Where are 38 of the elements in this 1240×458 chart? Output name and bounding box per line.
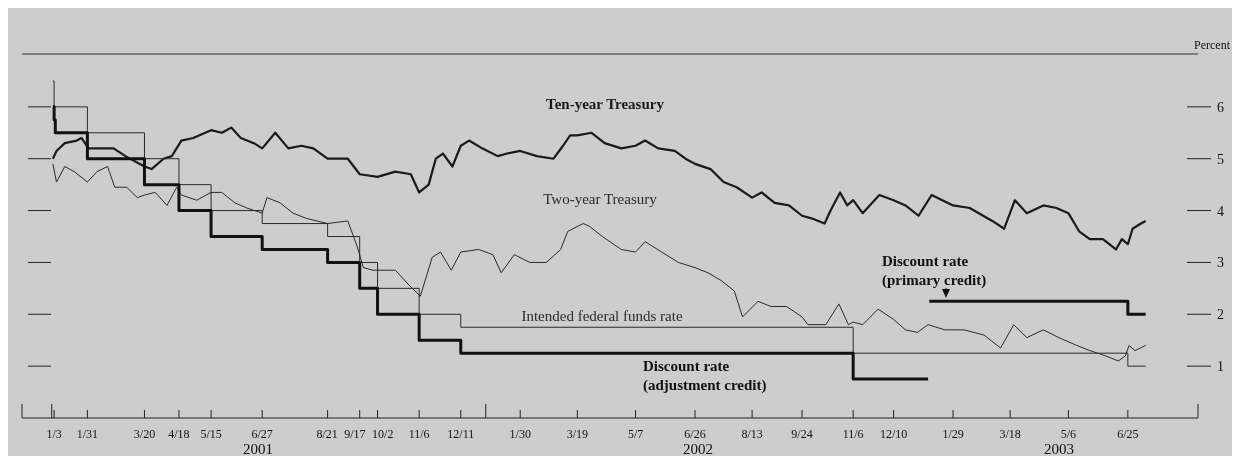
x-tick-label: 1/3 xyxy=(46,427,62,441)
text: 2003 xyxy=(1044,441,1074,457)
x-tick-label: 1/29 xyxy=(942,427,964,441)
series-label: Intended federal funds rate xyxy=(521,308,683,324)
x-tick-label: 9/24 xyxy=(791,427,813,441)
x-tick-label: 3/18 xyxy=(999,427,1021,441)
text: 2001 xyxy=(243,441,273,457)
x-tick-label: 10/2 xyxy=(372,427,394,441)
x-tick-label: 5/6 xyxy=(1060,427,1077,441)
x-tick-label: 11/6 xyxy=(842,427,864,441)
x-tick-label: 9/17 xyxy=(344,427,366,441)
x-tick-label: 8/13 xyxy=(741,427,763,441)
x-tick-label: 11/6 xyxy=(408,427,430,441)
x-tick-label: 3/20 xyxy=(133,427,156,441)
y-tick-label: 6 xyxy=(1217,99,1224,115)
x-tick-label: 1/30 xyxy=(509,427,531,441)
x-tick-label: 1/31 xyxy=(76,427,99,441)
y-tick-label: 2 xyxy=(1217,307,1224,323)
series-label: Two-year Treasury xyxy=(543,191,658,207)
x-tick-label: 12/10 xyxy=(879,427,908,441)
y-tick-label: 1 xyxy=(1217,359,1224,375)
x-tick-label: 6/27 xyxy=(251,427,273,441)
x-tick-label: 5/15 xyxy=(200,427,222,441)
x-tick-label: 6/25 xyxy=(1117,427,1139,441)
y-tick-label: 4 xyxy=(1217,203,1224,219)
series-label: Discount rate (adjustment credit) xyxy=(643,358,767,394)
x-tick-label: 8/21 xyxy=(316,427,338,441)
y-tick-label: 3 xyxy=(1217,255,1224,271)
x-tick-label: 3/19 xyxy=(566,427,588,441)
x-tick-label: 4/18 xyxy=(168,427,190,441)
x-tick-label: 6/26 xyxy=(684,427,706,441)
y-tick-label: 5 xyxy=(1217,151,1224,167)
y-axis-title: Percent xyxy=(1194,38,1231,52)
series-label: Discount rate (primary credit) xyxy=(882,253,987,289)
text: Ten-year Treasury xyxy=(546,96,665,112)
x-tick-label: 5/7 xyxy=(627,427,644,441)
x-tick-label: 12/11 xyxy=(447,427,475,441)
text: 2002 xyxy=(683,441,713,457)
